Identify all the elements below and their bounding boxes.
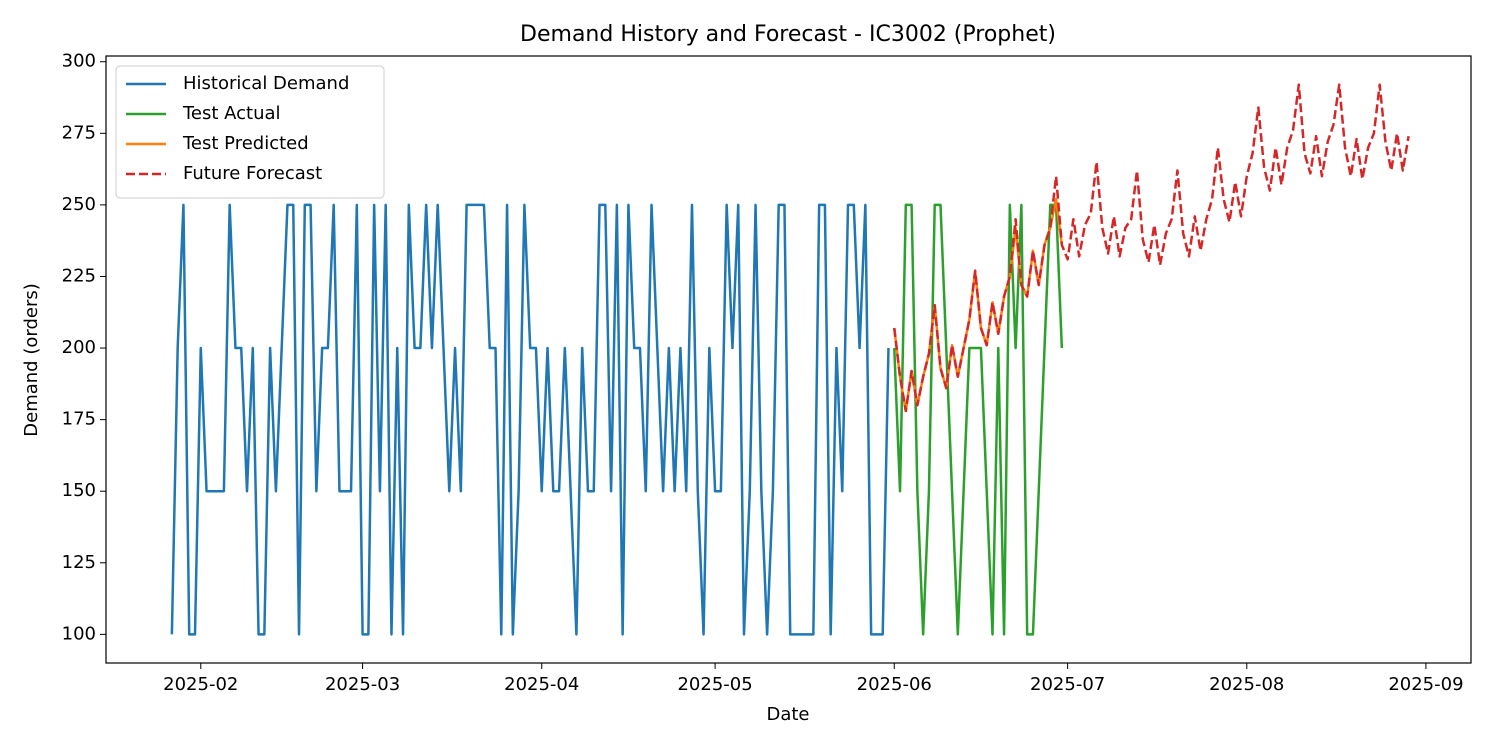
x-axis-label: Date (766, 704, 809, 725)
legend-label: Test Actual (182, 103, 281, 124)
x-tick-label: 2025-02 (163, 674, 238, 695)
y-tick-label: 150 (62, 480, 96, 501)
y-tick-label: 125 (62, 552, 96, 573)
line-series (893, 203, 1064, 636)
line-series (170, 203, 890, 636)
y-tick-label: 250 (62, 194, 96, 215)
x-tick-label: 2025-09 (1388, 674, 1463, 695)
y-tick-label: 100 (62, 623, 96, 644)
legend-box (115, 65, 385, 199)
y-tick-label: 175 (62, 409, 96, 430)
plot-frame (105, 55, 1472, 664)
y-axis-label: Demand (orders) (21, 283, 42, 436)
legend-label: Historical Demand (183, 73, 349, 94)
chart-title: Demand History and Forecast - IC3002 (Pr… (520, 22, 1056, 47)
x-tick-label: 2025-03 (325, 674, 400, 695)
y-tick-label: 275 (62, 122, 96, 143)
legend-label: Test Predicted (182, 133, 309, 154)
x-tick-label: 2025-08 (1209, 674, 1284, 695)
y-tick-label: 300 (62, 51, 96, 72)
x-tick-label: 2025-05 (677, 674, 752, 695)
y-tick-label: 225 (62, 265, 96, 286)
x-tick-label: 2025-06 (857, 674, 932, 695)
x-tick-label: 2025-04 (504, 674, 579, 695)
y-tick-label: 200 (62, 337, 96, 358)
x-tick-label: 2025-07 (1030, 674, 1105, 695)
legend-label: Future Forecast (183, 163, 322, 184)
line-series (893, 83, 1410, 413)
